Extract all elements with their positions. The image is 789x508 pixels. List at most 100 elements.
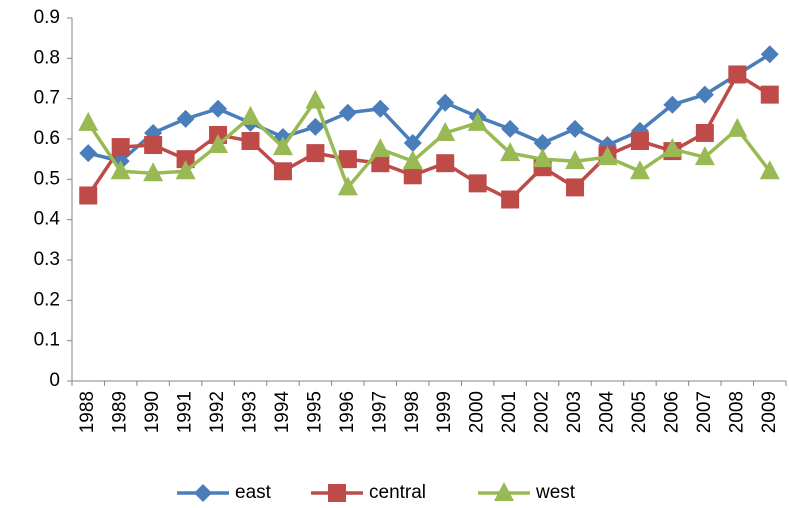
marker xyxy=(78,111,99,131)
marker xyxy=(338,103,357,122)
legend-label: east xyxy=(235,482,272,503)
marker xyxy=(306,117,325,136)
series-line xyxy=(87,52,771,164)
y-tick-label: 0.1 xyxy=(34,330,60,351)
marker xyxy=(403,134,422,153)
marker xyxy=(338,150,357,169)
x-tick-label: 1993 xyxy=(240,391,261,433)
x-tick-label: 2005 xyxy=(629,391,650,433)
series xyxy=(78,89,780,196)
marker xyxy=(403,166,422,185)
x-tick-label: 2000 xyxy=(467,391,488,433)
marker xyxy=(468,174,487,193)
marker xyxy=(241,132,260,151)
marker xyxy=(337,176,358,196)
marker xyxy=(110,160,131,180)
marker xyxy=(565,150,586,170)
marker xyxy=(208,134,229,154)
x-tick-label: 2006 xyxy=(661,391,682,433)
y-tick-label: 0.2 xyxy=(34,289,60,310)
marker xyxy=(501,119,520,138)
marker xyxy=(436,93,455,112)
marker xyxy=(566,119,585,138)
x-tick-label: 1998 xyxy=(402,391,423,433)
legend-marker xyxy=(194,484,212,502)
series-line xyxy=(86,72,771,202)
y-tick-label: 0.8 xyxy=(34,47,60,68)
marker xyxy=(760,45,779,64)
y-tick-label: 0.3 xyxy=(34,249,60,270)
marker xyxy=(630,132,649,151)
marker xyxy=(728,65,747,84)
marker xyxy=(566,178,585,197)
marker xyxy=(694,146,715,166)
marker xyxy=(760,85,779,104)
marker xyxy=(176,109,195,128)
x-tick-label: 2009 xyxy=(759,391,780,433)
y-tick-label: 0.6 xyxy=(34,128,60,149)
legend-label: central xyxy=(369,482,426,503)
marker xyxy=(435,121,456,141)
marker xyxy=(79,186,98,205)
marker xyxy=(695,85,714,104)
y-tick-label: 0.4 xyxy=(34,209,61,230)
x-tick-label: 2001 xyxy=(499,391,520,433)
x-tick-label: 1994 xyxy=(272,391,293,434)
legend-item: east xyxy=(177,482,272,503)
x-tick-label: 1989 xyxy=(110,391,131,433)
marker xyxy=(305,89,326,109)
x-tick-label: 1988 xyxy=(77,391,98,433)
marker xyxy=(175,160,196,180)
marker xyxy=(111,138,130,157)
x-tick-label: 1996 xyxy=(337,391,358,433)
marker xyxy=(727,117,748,137)
legend-item: central xyxy=(311,482,426,503)
marker xyxy=(467,111,488,131)
marker xyxy=(306,144,325,163)
marker xyxy=(500,142,521,162)
marker xyxy=(663,95,682,114)
marker xyxy=(176,150,195,169)
x-tick-label: 1995 xyxy=(304,391,325,433)
legend-marker xyxy=(328,484,346,502)
marker xyxy=(436,154,455,173)
marker xyxy=(597,146,618,166)
marker xyxy=(273,162,292,181)
marker xyxy=(144,136,163,155)
marker xyxy=(371,154,390,173)
marker xyxy=(209,99,228,118)
marker xyxy=(371,99,390,118)
legend-item: west xyxy=(478,482,576,503)
marker xyxy=(501,190,520,209)
marker xyxy=(240,105,261,125)
marker xyxy=(695,123,714,142)
legend-marker xyxy=(494,482,514,501)
x-tick-label: 2004 xyxy=(597,391,618,434)
marker xyxy=(662,138,683,158)
x-tick-label: 2002 xyxy=(532,391,553,433)
x-tick-label: 2003 xyxy=(564,391,585,433)
legend-label: west xyxy=(535,482,576,503)
y-tick-label: 0.7 xyxy=(34,88,60,109)
series-line xyxy=(86,96,772,191)
x-tick-label: 1992 xyxy=(207,391,228,433)
y-tick-label: 0.5 xyxy=(34,168,60,189)
marker xyxy=(370,138,391,158)
x-tick-label: 2007 xyxy=(694,391,715,433)
x-tick-label: 2008 xyxy=(726,391,747,433)
marker xyxy=(79,144,98,163)
series xyxy=(79,65,779,209)
x-tick-label: 1990 xyxy=(142,391,163,433)
marker xyxy=(629,160,650,180)
y-tick-label: 0.9 xyxy=(34,7,60,28)
x-tick-label: 1997 xyxy=(369,391,390,433)
x-tick-label: 1991 xyxy=(175,391,196,433)
marker xyxy=(533,134,552,153)
marker xyxy=(532,148,553,168)
marker xyxy=(143,162,164,182)
marker xyxy=(272,136,293,156)
marker xyxy=(402,150,423,170)
marker xyxy=(759,160,780,180)
